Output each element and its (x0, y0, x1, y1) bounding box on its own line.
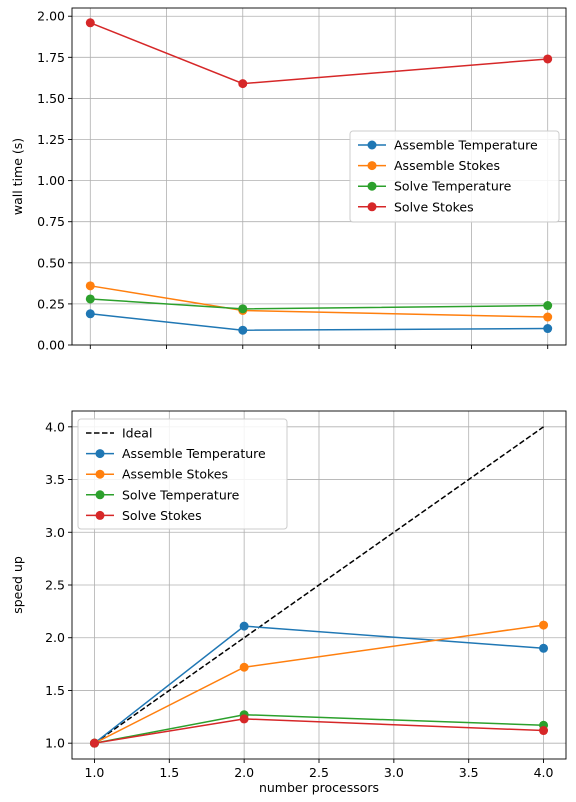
data-point (85, 18, 95, 28)
y-tick-label: 2.5 (45, 578, 65, 593)
data-point (238, 325, 248, 335)
series-solve-stokes (85, 18, 553, 89)
data-point (543, 301, 553, 311)
data-point (543, 54, 553, 64)
legend-box (349, 130, 560, 223)
legend: Ideal Assemble Temperature Assemble Stokes… (77, 418, 288, 530)
legend-label: Solve Stokes (394, 199, 474, 214)
legend-swatch-marker (95, 469, 105, 479)
legend-box (77, 418, 288, 530)
x-tick-label: 1.0 (85, 765, 105, 780)
x-tick-label: 3.5 (459, 765, 479, 780)
y-tick-label: 1.5 (45, 683, 65, 698)
data-point (539, 643, 549, 653)
x-tick-label: 1.5 (159, 765, 179, 780)
legend-label: Solve Stokes (122, 508, 202, 523)
y-tick-label: 0.00 (37, 338, 65, 353)
data-point (539, 620, 549, 630)
series-assemble-temperature (85, 309, 553, 335)
data-point (238, 79, 248, 89)
legend-swatch-marker (95, 510, 105, 520)
data-point (238, 304, 248, 314)
x-tick-label: 2.5 (309, 765, 329, 780)
y-tick-label: 3.5 (45, 472, 65, 487)
legend-label: Solve Temperature (122, 487, 240, 502)
x-tick-label: 2.0 (234, 765, 254, 780)
data-point (543, 324, 553, 334)
y-axis-label: speed up (10, 556, 25, 614)
y-tick-label: 1.0 (45, 736, 65, 751)
data-point (539, 726, 549, 736)
series-solve-temperature (85, 294, 553, 314)
y-tick-label: 0.25 (37, 296, 65, 311)
data-point (239, 621, 249, 631)
y-tick-label: 0.75 (37, 214, 65, 229)
legend: Assemble Temperature Assemble Stokes Solve… (349, 130, 560, 223)
speed-up-chart: 1.0 1.5 2.0 2.5 3.0 3.5 4.0 1.0 1.5 2.0 2.5 3.0 3.5 4… (10, 410, 567, 795)
legend-swatch-marker (367, 181, 377, 191)
x-tick-label: 4.0 (534, 765, 554, 780)
y-tick-label: 1.25 (37, 132, 65, 147)
legend-swatch-marker (367, 140, 377, 150)
y-tick-label: 3.0 (45, 525, 65, 540)
legend-label: Solve Temperature (394, 179, 512, 194)
y-tick-label: 2.00 (37, 9, 65, 24)
legend-swatch-marker (367, 202, 377, 212)
data-point (89, 738, 99, 748)
data-point (85, 309, 95, 319)
legend-label: Assemble Stokes (122, 467, 228, 482)
y-tick-label: 1.75 (37, 50, 65, 65)
data-point (239, 714, 249, 724)
y-tick-label: 0.50 (37, 255, 65, 270)
data-point (543, 312, 553, 322)
legend-label: Assemble Stokes (394, 158, 500, 173)
y-axis-label: wall time (s) (10, 138, 25, 215)
x-axis-label: number processors (259, 780, 379, 795)
legend-label: Assemble Temperature (394, 138, 538, 153)
legend-label: Ideal (122, 426, 152, 441)
wall-time-chart: 0.00 0.25 0.50 0.75 1.00 1.25 1.50 1.75 2.00 wall… (10, 7, 567, 353)
legend-label: Assemble Temperature (122, 446, 266, 461)
legend-swatch-marker (367, 161, 377, 171)
y-tick-label: 2.0 (45, 630, 65, 645)
legend-swatch-marker (95, 449, 105, 459)
y-tick-label: 1.50 (37, 91, 65, 106)
data-point (85, 281, 95, 291)
legend-swatch-marker (95, 490, 105, 500)
y-tick-label: 4.0 (45, 419, 65, 434)
data-point (239, 662, 249, 672)
data-point (85, 294, 95, 304)
x-tick-label: 3.0 (384, 765, 404, 780)
y-tick-label: 1.00 (37, 173, 65, 188)
series-solve-stokes (89, 714, 549, 748)
ideal-line (94, 426, 544, 744)
